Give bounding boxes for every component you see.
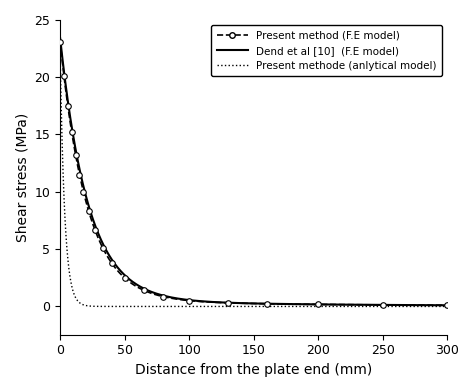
Legend: Present method (F.E model), Dend et al [10]  (F.E model), Present methode (anlyt: Present method (F.E model), Dend et al [… (211, 25, 442, 76)
Y-axis label: Shear stress (MPa): Shear stress (MPa) (15, 113, 29, 242)
X-axis label: Distance from the plate end (mm): Distance from the plate end (mm) (135, 363, 372, 377)
